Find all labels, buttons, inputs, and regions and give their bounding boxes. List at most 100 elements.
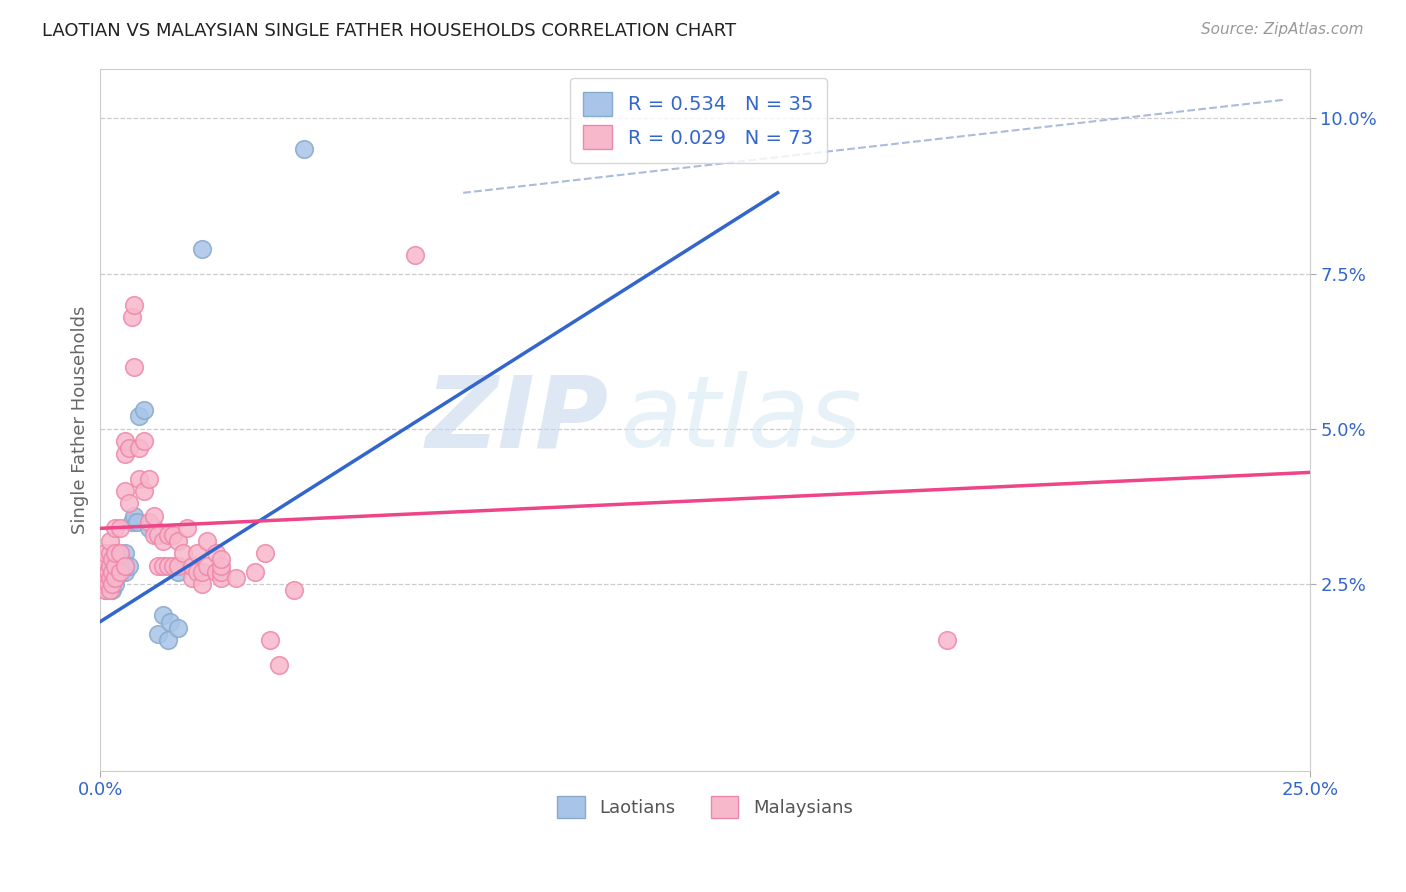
Point: [195, 533, 218, 548]
Point: [97, 565, 120, 579]
Point: [191, 242, 214, 256]
Point: [108, 549, 131, 564]
Point: [94, 571, 117, 585]
Point: [94, 558, 117, 573]
Point: [114, 565, 136, 579]
Point: [159, 615, 181, 629]
Point: [104, 546, 127, 560]
Point: [186, 565, 208, 579]
Point: [128, 472, 150, 486]
Point: [243, 565, 266, 579]
Point: [166, 558, 188, 573]
Point: [94, 577, 117, 591]
Point: [166, 621, 188, 635]
Point: [253, 546, 276, 560]
Point: [142, 527, 165, 541]
Point: [104, 565, 127, 579]
Text: atlas: atlas: [620, 371, 862, 468]
Point: [98, 558, 121, 573]
Point: [121, 515, 143, 529]
Point: [98, 577, 121, 591]
Point: [191, 577, 214, 591]
Point: [121, 310, 143, 324]
Point: [104, 558, 127, 573]
Point: [104, 558, 127, 573]
Point: [936, 633, 959, 648]
Point: [292, 142, 315, 156]
Point: [128, 409, 150, 424]
Point: [91, 577, 114, 591]
Point: [118, 441, 141, 455]
Point: [148, 627, 170, 641]
Point: [98, 583, 121, 598]
Point: [94, 571, 117, 585]
Point: [142, 521, 165, 535]
Point: [166, 533, 188, 548]
Point: [209, 558, 232, 573]
Point: [101, 583, 124, 598]
Point: [118, 558, 141, 573]
Point: [98, 533, 121, 548]
Point: [138, 521, 160, 535]
Point: [148, 558, 170, 573]
Point: [162, 558, 184, 573]
Point: [122, 298, 145, 312]
Point: [157, 527, 180, 541]
Point: [122, 359, 145, 374]
Point: [176, 521, 198, 535]
Point: [157, 558, 180, 573]
Point: [181, 571, 204, 585]
Point: [404, 248, 426, 262]
Point: [209, 565, 232, 579]
Point: [104, 571, 127, 585]
Point: [152, 558, 174, 573]
Point: [166, 565, 188, 579]
Point: [104, 577, 127, 591]
Point: [108, 521, 131, 535]
Point: [118, 496, 141, 510]
Point: [96, 583, 118, 598]
Point: [94, 546, 117, 560]
Point: [138, 515, 160, 529]
Point: [148, 527, 170, 541]
Point: [108, 546, 131, 560]
Point: [259, 633, 281, 648]
Point: [152, 608, 174, 623]
Point: [98, 571, 121, 585]
Point: [108, 565, 131, 579]
Point: [108, 558, 131, 573]
Point: [162, 527, 184, 541]
Point: [94, 583, 117, 598]
Point: [114, 558, 136, 573]
Point: [108, 565, 131, 579]
Point: [104, 521, 127, 535]
Point: [181, 558, 204, 573]
Point: [172, 546, 194, 560]
Y-axis label: Single Father Households: Single Father Households: [72, 305, 89, 533]
Point: [98, 546, 121, 560]
Point: [104, 571, 127, 585]
Point: [195, 558, 218, 573]
Point: [98, 571, 121, 585]
Point: [205, 565, 228, 579]
Point: [186, 546, 208, 560]
Point: [101, 577, 124, 591]
Legend: Laotians, Malaysians: Laotians, Malaysians: [550, 789, 860, 825]
Point: [91, 565, 114, 579]
Point: [269, 658, 291, 673]
Point: [114, 558, 136, 573]
Point: [128, 441, 150, 455]
Point: [209, 552, 232, 566]
Point: [114, 447, 136, 461]
Point: [132, 484, 155, 499]
Point: [225, 571, 247, 585]
Point: [98, 565, 121, 579]
Point: [209, 571, 232, 585]
Point: [205, 546, 228, 560]
Point: [132, 434, 155, 449]
Point: [152, 533, 174, 548]
Point: [138, 472, 160, 486]
Point: [114, 434, 136, 449]
Text: LAOTIAN VS MALAYSIAN SINGLE FATHER HOUSEHOLDS CORRELATION CHART: LAOTIAN VS MALAYSIAN SINGLE FATHER HOUSE…: [42, 22, 737, 40]
Point: [283, 583, 305, 598]
